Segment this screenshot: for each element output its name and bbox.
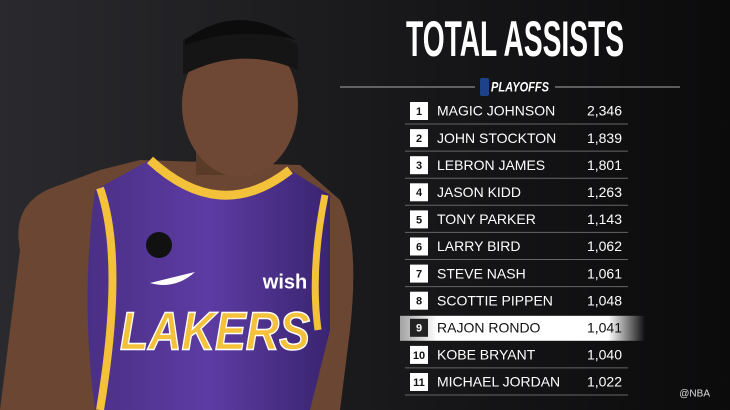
rank-box: [410, 156, 428, 175]
rank: 10: [413, 350, 425, 362]
rank-box: [410, 210, 428, 229]
player-name: KOBE BRYANT: [437, 347, 536, 363]
player-name: MAGIC JOHNSON: [437, 103, 555, 119]
watermark: @NBA: [679, 389, 710, 400]
rank: 9: [416, 323, 422, 335]
assists: 1,022: [587, 374, 622, 390]
player-name: LEBRON JAMES: [437, 157, 545, 173]
title: TOTAL ASSISTS: [406, 11, 624, 67]
player-name: TONY PARKER: [437, 211, 536, 227]
player-name: LARRY BIRD: [437, 238, 521, 254]
rank: 8: [416, 296, 422, 308]
jersey-sponsor: wish: [262, 271, 307, 293]
assists: 2,346: [587, 103, 622, 119]
rank: 11: [413, 377, 425, 389]
rank: 7: [416, 269, 422, 281]
highlight: [400, 315, 645, 341]
subtitle: PLAYOFFS: [491, 79, 550, 95]
ranking-table: 1 MAGIC JOHNSON 2,346 2 JOHN STOCKTON 1,839 3 L…: [400, 102, 645, 396]
assists: 1,048: [587, 292, 622, 308]
player-name: RAJON RONDO: [437, 320, 541, 336]
player-name: JASON KIDD: [437, 184, 521, 200]
assists: 1,801: [587, 157, 622, 173]
player-name: JOHN STOCKTON: [437, 130, 556, 146]
rank-box: [410, 102, 428, 120]
nba-logo: [480, 78, 489, 96]
rank: 2: [416, 133, 422, 145]
assists: 1,062: [587, 238, 622, 254]
rank-box: [410, 318, 428, 337]
rank-box: [410, 129, 428, 148]
assists: 1,143: [587, 211, 622, 227]
rank-box: [410, 183, 428, 202]
rank: 6: [416, 241, 422, 253]
assists: 1,839: [587, 130, 622, 146]
player-name: SCOTTIE PIPPEN: [437, 292, 553, 308]
assists: 1,040: [587, 347, 622, 363]
rank-box: [410, 264, 428, 283]
player-photo: wish LAKERS: [0, 20, 354, 410]
assists: 1,041: [587, 320, 622, 336]
rank-box: [410, 345, 428, 364]
rank: 5: [416, 214, 422, 226]
assists: 1,263: [587, 184, 622, 200]
rank-box: [410, 291, 428, 310]
player-name: MICHAEL JORDAN: [437, 374, 560, 390]
player-name: STEVE NASH: [437, 265, 526, 281]
rank-box: [410, 373, 428, 391]
assists: 1,061: [587, 265, 622, 281]
rank: 1: [416, 106, 422, 118]
rank-box: [410, 237, 428, 256]
rank: 3: [416, 160, 422, 172]
rank: 4: [416, 187, 423, 199]
jersey-team: LAKERS: [120, 301, 310, 361]
